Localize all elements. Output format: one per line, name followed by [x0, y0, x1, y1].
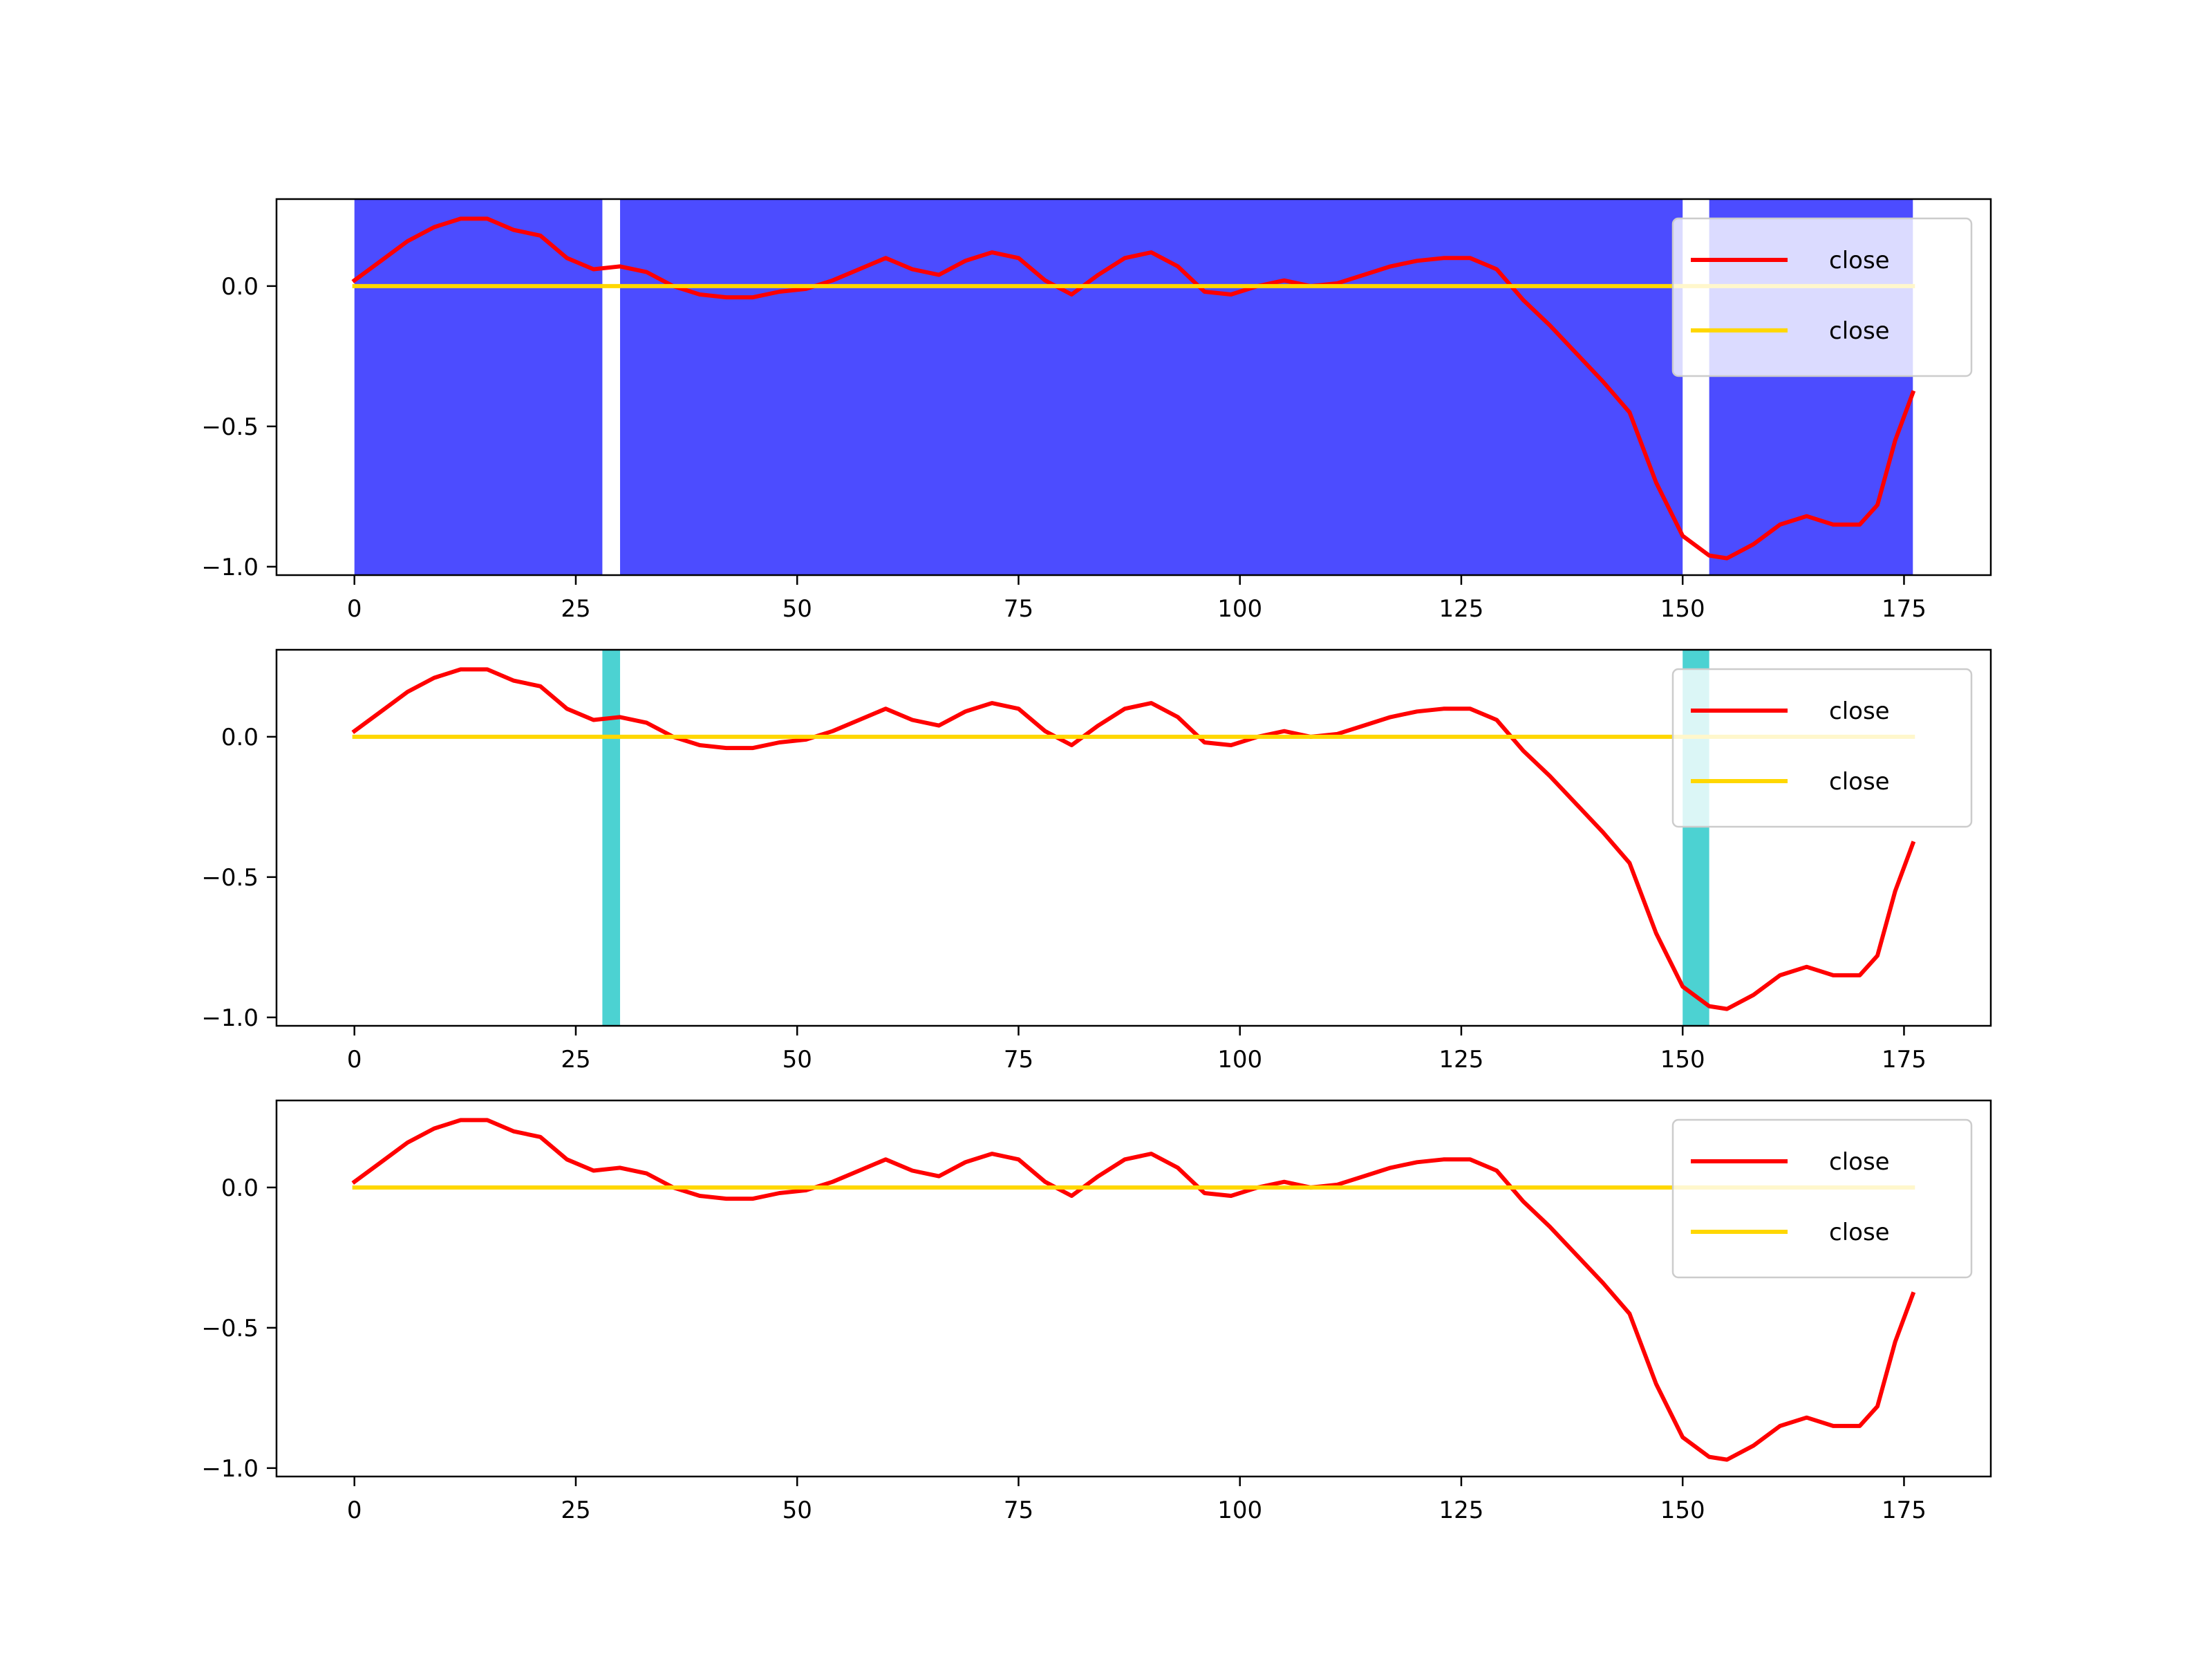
legend-label: close: [1829, 247, 1890, 274]
y-tick-label: 0.0: [221, 724, 259, 751]
axes-frame: [275, 1099, 1992, 1478]
x-tick-label: 0: [347, 1046, 362, 1074]
x-tick-label: 150: [1660, 1046, 1705, 1074]
shaded-span-1: [354, 199, 603, 575]
x-tick-label: 100: [1217, 595, 1262, 623]
y-tick-label: −1.0: [201, 554, 259, 581]
legend-label: close: [1829, 317, 1890, 345]
y-tick-label: −0.5: [201, 864, 259, 892]
subplot-1: 0 25 50 75 100 125 150 175 0.0 −0.5 −1.0 close close: [201, 198, 1992, 623]
x-tick-label: 75: [1004, 1046, 1033, 1074]
legend-label: close: [1829, 697, 1890, 725]
x-tick-label: 25: [561, 1497, 590, 1524]
series-line-red: [351, 1118, 1916, 1462]
x-tick-label: 50: [782, 595, 812, 623]
series-line-red: [351, 667, 1916, 1011]
x-tick-label: 75: [1004, 1497, 1033, 1524]
x-tick-label: 0: [347, 595, 362, 623]
y-tick-label: −1.0: [201, 1455, 259, 1483]
legend: close close: [1671, 668, 1973, 828]
x-tick-label: 25: [561, 1046, 590, 1074]
x-tick-label: 150: [1660, 595, 1705, 623]
y-tick-label: −1.0: [201, 1004, 259, 1032]
x-tick-label: 50: [782, 1046, 812, 1074]
x-tick-label: 175: [1882, 595, 1927, 623]
x-tick-label: 25: [561, 595, 590, 623]
legend-label: close: [1829, 768, 1890, 796]
legend-box: [1671, 1118, 1973, 1279]
axes-frame: [275, 648, 1992, 1027]
axes-frame: [275, 198, 1992, 577]
series-line-red: [351, 216, 1916, 561]
legend-label: close: [1829, 1219, 1890, 1246]
y-tick-label: −0.5: [201, 413, 259, 441]
y-tick-label: 0.0: [221, 1174, 259, 1202]
x-tick-label: 50: [782, 1497, 812, 1524]
legend: close close: [1671, 217, 1973, 377]
x-tick-label: 125: [1439, 595, 1484, 623]
x-tick-label: 125: [1439, 1046, 1484, 1074]
x-tick-label: 100: [1217, 1046, 1262, 1074]
y-tick-label: 0.0: [221, 273, 259, 301]
x-tick-label: 175: [1882, 1497, 1927, 1524]
x-tick-label: 100: [1217, 1497, 1262, 1524]
x-tick-label: 125: [1439, 1497, 1484, 1524]
subplot-2: 0 25 50 75 100 125 150 175 0.0 −0.5 −1.0 close close: [201, 648, 1992, 1074]
legend: close close: [1671, 1118, 1973, 1279]
x-tick-label: 175: [1882, 1046, 1927, 1074]
y-tick-label: −0.5: [201, 1315, 259, 1342]
shaded-span-1: [602, 650, 621, 1026]
legend-box: [1671, 668, 1973, 828]
x-tick-label: 150: [1660, 1497, 1705, 1524]
shaded-span-2: [620, 199, 1683, 575]
x-tick-label: 75: [1004, 595, 1033, 623]
subplot-3: 0 25 50 75 100 125 150 175 0.0 −0.5 −1.0 close close: [201, 1099, 1992, 1524]
legend-label: close: [1829, 1148, 1890, 1176]
x-tick-label: 0: [347, 1497, 362, 1524]
legend-box: [1671, 217, 1973, 377]
